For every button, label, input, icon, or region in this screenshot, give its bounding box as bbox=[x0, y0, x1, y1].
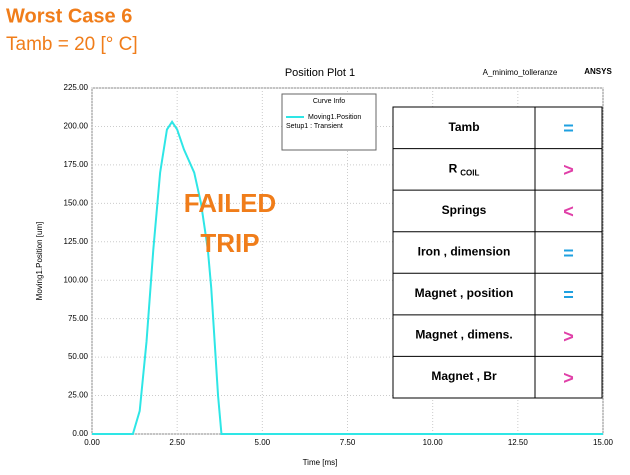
row-label: Springs bbox=[442, 203, 487, 217]
row-sign: = bbox=[563, 285, 574, 305]
row-label-text: Tamb bbox=[448, 120, 479, 134]
row-label-text: R bbox=[449, 162, 458, 176]
row-sign: < bbox=[563, 202, 574, 222]
y-tick-label: 150.00 bbox=[64, 198, 89, 207]
row-label-text: Springs bbox=[442, 203, 487, 217]
legend-title: Curve Info bbox=[313, 98, 345, 105]
y-tick-label: 100.00 bbox=[64, 275, 89, 284]
brand: ANSYS bbox=[584, 67, 612, 76]
x-tick-label: 0.00 bbox=[84, 438, 100, 447]
x-tick-label: 15.00 bbox=[593, 438, 614, 447]
y-tick-label: 25.00 bbox=[68, 391, 89, 400]
table: Tamb = R COIL > Springs < Iron , dimension = Magn… bbox=[392, 106, 603, 399]
x-tick-label: 12.50 bbox=[508, 438, 529, 447]
legend-note: Setup1 : Transient bbox=[286, 123, 343, 130]
row-label-text: Iron , dimension bbox=[418, 245, 511, 259]
legend-label: Moving1.Position bbox=[308, 114, 361, 121]
row-label: Magnet , Br bbox=[431, 369, 497, 383]
y-tick-label: 75.00 bbox=[68, 314, 89, 323]
row-label-text: Magnet , Br bbox=[431, 369, 497, 383]
y-tick-label: 125.00 bbox=[64, 237, 89, 246]
slide-subtitle: Tamb = 20 [° C] bbox=[6, 34, 138, 55]
row-label: Iron , dimension bbox=[418, 245, 511, 259]
y-tick-label: 200.00 bbox=[64, 122, 89, 131]
row-sign: = bbox=[563, 243, 574, 263]
y-tick-label: 175.00 bbox=[64, 160, 89, 169]
x-tick-label: 10.00 bbox=[423, 438, 444, 447]
x-axis-label: Time [ms] bbox=[303, 458, 338, 467]
row-label: Magnet , position bbox=[415, 286, 514, 300]
marks bbox=[92, 120, 603, 435]
overlay-text: FAILED bbox=[184, 188, 276, 218]
y-tick-label: 50.00 bbox=[68, 352, 89, 361]
table-frame bbox=[392, 106, 603, 399]
legend-box bbox=[281, 93, 377, 151]
row-label-text: Magnet , position bbox=[415, 286, 514, 300]
x-tick-label: 5.00 bbox=[255, 438, 271, 447]
y-axis-label: Moving1.Position [um] bbox=[35, 222, 44, 301]
slide-title: Worst Case 6 bbox=[6, 5, 132, 27]
row-sign: > bbox=[563, 368, 574, 388]
row-label: Magnet , dimens. bbox=[415, 328, 512, 342]
row-label-sub: COIL bbox=[460, 168, 479, 177]
x-tick-label: 2.50 bbox=[169, 438, 185, 447]
row-label: R COIL bbox=[449, 162, 480, 178]
chart-title: Position Plot 1 bbox=[285, 67, 355, 79]
y-tick-label: 0.00 bbox=[72, 429, 88, 438]
line-series bbox=[92, 120, 603, 435]
overlay-text: TRIP bbox=[200, 228, 259, 258]
x-tick-label: 7.50 bbox=[340, 438, 356, 447]
project-name: A_minimo_tolleranze bbox=[483, 68, 558, 77]
row-sign: > bbox=[563, 326, 574, 346]
row-label: Tamb bbox=[448, 120, 479, 134]
y-tick-label: 225.00 bbox=[64, 83, 89, 92]
row-sign: = bbox=[563, 119, 574, 139]
row-label-text: Magnet , dimens. bbox=[415, 328, 512, 342]
row-sign: > bbox=[563, 160, 574, 180]
